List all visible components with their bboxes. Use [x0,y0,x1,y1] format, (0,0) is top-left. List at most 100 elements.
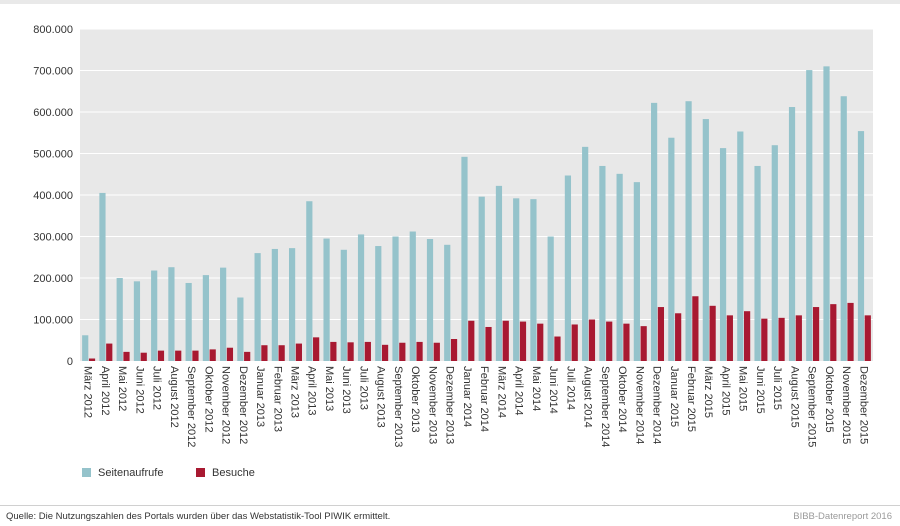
bar-besuche [485,326,492,361]
x-tick-label: Mai 2014 [530,366,542,411]
bar-seitenaufrufe [461,156,468,361]
bar-besuche [106,343,113,361]
bar-seitenaufrufe [685,101,692,362]
x-tick-label: März 2015 [702,366,714,418]
x-tick-label: Juni 2012 [133,366,145,414]
bar-seitenaufrufe [357,234,365,361]
x-tick-label: Juni 2013 [340,366,352,414]
x-tick-label: Juli 2012 [151,366,163,410]
x-tick-label: Dezember 2015 [857,366,869,444]
bar-besuche [295,343,302,361]
x-tick-label: Februar 2013 [271,366,283,432]
bar-seitenaufrufe [151,270,158,361]
legend-swatch-seitenaufrufe [82,468,91,477]
bar-seitenaufrufe [392,236,399,361]
source-note: Quelle: Die Nutzungszahlen des Portals w… [6,511,391,522]
bar-seitenaufrufe [702,119,709,362]
y-tick-label: 400.000 [33,190,73,202]
y-tick-label: 0 [67,356,73,368]
bar-besuche [537,323,544,361]
x-tick-label: Mai 2013 [323,366,335,411]
bar-seitenaufrufe [616,173,623,361]
bar-seitenaufrufe [82,335,89,361]
x-axis: März 2012 April 2012 Mai 2012 Juni 2012 Juli… [82,366,870,447]
y-tick-label: 300.000 [33,232,73,244]
x-tick-label: Oktober 2014 [616,366,628,433]
x-tick-label: November 2015 [840,366,852,444]
bar-besuche [588,319,596,361]
bar-besuche [192,350,199,361]
x-tick-label: August 2012 [168,366,180,428]
bar-besuche [812,307,820,361]
x-tick-label: Januar 2014 [461,366,473,427]
bar-besuche [864,315,871,361]
bar-besuche [381,344,389,361]
bar-seitenaufrufe [271,248,278,361]
bar-seitenaufrufe [99,192,106,361]
x-tick-label: September 2014 [599,366,611,447]
bar-besuche [692,296,699,361]
x-tick-label: April 2013 [306,366,318,416]
x-tick-label: November 2014 [633,366,645,444]
bar-seitenaufrufe [771,145,778,361]
x-tick-label: März 2014 [495,366,507,418]
bar-besuche [88,358,96,361]
x-tick-label: Mai 2015 [737,366,749,411]
bar-besuche [313,337,320,361]
bar-seitenaufrufe [564,175,572,361]
bar-seitenaufrufe [530,199,537,361]
bar-seitenaufrufe [840,96,847,361]
bar-besuche [123,351,130,361]
x-tick-label: September 2013 [392,366,404,447]
top-band [0,0,900,4]
legend-label-besuche: Besuche [212,467,255,479]
x-tick-label: Juli 2015 [771,366,783,410]
bar-besuche [416,341,423,361]
bar-seitenaufrufe [478,196,485,361]
bar-besuche [554,336,561,361]
bar-besuche [519,321,527,361]
bar-besuche [226,347,234,361]
bar-besuche [606,321,613,361]
x-tick-label: April 2015 [719,366,731,416]
bar-besuche [347,342,354,361]
y-tick-label: 600.000 [33,107,73,119]
x-tick-label: Juli 2013 [357,366,369,410]
x-tick-label: Januar 2015 [668,366,680,427]
bar-besuche [657,307,665,361]
x-tick-label: Februar 2015 [685,366,697,432]
x-tick-label: Juni 2015 [754,366,766,414]
bar-besuche [744,311,751,361]
bar-seitenaufrufe [719,148,727,361]
y-tick-label: 100.000 [33,315,73,327]
bar-seitenaufrufe [754,165,761,361]
bar-seitenaufrufe [375,246,382,361]
bar-seitenaufrufe [857,131,865,361]
bar-seitenaufrufe [202,275,209,361]
x-tick-label: Juni 2014 [547,366,559,414]
y-axis: 0 100.000 200.000 300.000 400.000 500.000 600.… [33,24,73,368]
bar-besuche [571,324,578,361]
bar-besuche [726,315,733,361]
bar-besuche [450,339,458,361]
x-tick-label: November 2013 [426,366,438,444]
bar-seitenaufrufe [426,238,434,361]
bar-seitenaufrufe [788,107,796,362]
x-tick-label: April 2012 [99,366,111,416]
bars [82,66,871,362]
x-tick-label: Juli 2014 [564,366,576,410]
bar-seitenaufrufe [409,231,416,361]
bar-besuche [140,352,147,361]
bar-besuche [778,317,785,361]
y-tick-label: 500.000 [33,149,73,161]
bar-seitenaufrufe [444,244,451,361]
bar-seitenaufrufe [306,201,313,361]
footer: Quelle: Die Nutzungszahlen des Portals w… [0,505,900,526]
bar-seitenaufrufe [495,185,503,361]
x-tick-label: November 2012 [220,366,232,444]
bar-seitenaufrufe [340,249,347,361]
bar-besuche [847,302,854,361]
bar-besuche [364,341,371,361]
